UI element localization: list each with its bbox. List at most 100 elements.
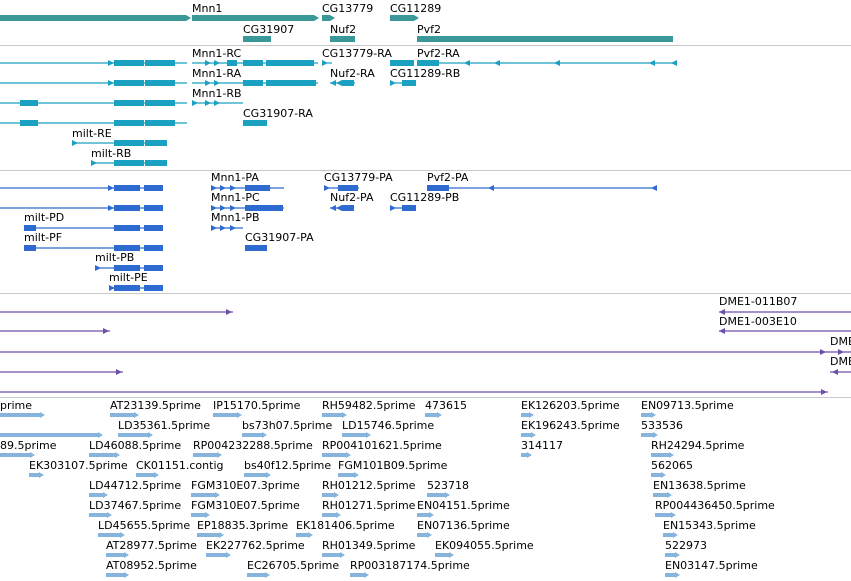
clone-glyph-arrow[interactable]: [719, 309, 725, 315]
feature-label-est[interactable]: prime: [0, 399, 33, 412]
protein-glyph-arrow[interactable]: [230, 185, 236, 191]
transcript-glyph-arrow[interactable]: [322, 60, 328, 66]
est-glyph[interactable]: [193, 453, 217, 457]
est-glyph[interactable]: [110, 413, 134, 417]
transcript-glyph-exon[interactable]: [145, 80, 175, 86]
feature-label-est[interactable]: 522973: [665, 539, 707, 552]
feature-label-est[interactable]: LD15746.5prime: [342, 419, 435, 432]
est-glyph[interactable]: [0, 413, 40, 417]
transcript-glyph-exon[interactable]: [390, 60, 414, 66]
est-glyph[interactable]: [665, 553, 675, 557]
feature-label-est[interactable]: 89.5prime: [0, 439, 57, 452]
est-glyph[interactable]: [653, 493, 667, 497]
feature-label-protein[interactable]: milt-PB: [95, 251, 135, 264]
est-glyph-arrow[interactable]: [226, 552, 231, 558]
transcript-glyph-exon[interactable]: [145, 120, 175, 126]
est-glyph-arrow[interactable]: [265, 572, 270, 578]
protein-glyph-arrow[interactable]: [651, 185, 657, 191]
protein-glyph-exon[interactable]: [114, 245, 140, 251]
protein-glyph-exon[interactable]: [24, 245, 36, 251]
est-glyph-arrow[interactable]: [39, 472, 44, 478]
est-glyph[interactable]: [0, 453, 30, 457]
protein-glyph-arrow[interactable]: [230, 205, 236, 211]
feature-label-est[interactable]: 473615: [425, 399, 467, 412]
feature-label-est[interactable]: IP15170.5prime: [213, 399, 301, 412]
gene-glyph-arrow[interactable]: [314, 15, 319, 21]
feature-label-est[interactable]: RH01271.5prime: [322, 499, 416, 512]
est-glyph-arrow[interactable]: [366, 432, 371, 438]
est-glyph[interactable]: [641, 413, 651, 417]
feature-label-est[interactable]: FGM310E07.5prime: [191, 499, 300, 512]
est-glyph[interactable]: [665, 573, 675, 577]
feature-label-transcript[interactable]: milt-RB: [91, 147, 132, 160]
protein-glyph-exon[interactable]: [114, 265, 140, 271]
est-glyph-arrow[interactable]: [673, 532, 678, 538]
protein-glyph-arrow[interactable]: [324, 185, 330, 191]
est-glyph[interactable]: [118, 433, 148, 437]
feature-label-est[interactable]: EN15343.5prime: [663, 519, 756, 532]
protein-glyph-exon[interactable]: [144, 185, 163, 191]
protein-glyph-arrow[interactable]: [108, 205, 114, 211]
clone-glyph-arrow[interactable]: [821, 389, 827, 395]
transcript-glyph-arrow[interactable]: [205, 80, 211, 86]
feature-label-est[interactable]: EK303107.5prime: [29, 459, 128, 472]
feature-label-transcript[interactable]: Mnn1-RC: [192, 47, 242, 60]
transcript-glyph-arrow[interactable]: [390, 80, 396, 86]
feature-label-est[interactable]: LD46088.5prime: [89, 439, 182, 452]
gene-glyph-arrow[interactable]: [414, 15, 419, 21]
est-glyph[interactable]: [521, 433, 531, 437]
est-glyph-arrow[interactable]: [429, 512, 434, 518]
transcript-glyph-arrow[interactable]: [330, 80, 336, 86]
est-glyph[interactable]: [338, 473, 354, 477]
transcript-glyph-exon[interactable]: [114, 120, 144, 126]
est-glyph[interactable]: [651, 473, 661, 477]
clone-glyph-arrow[interactable]: [719, 328, 725, 334]
feature-label-protein[interactable]: Nuf2-PA: [330, 191, 374, 204]
transcript-glyph-exon[interactable]: [417, 60, 439, 66]
feature-label-est[interactable]: RP004232288.5prime: [193, 439, 313, 452]
est-glyph-arrow[interactable]: [124, 572, 129, 578]
est-glyph[interactable]: [29, 473, 39, 477]
transcript-glyph-arrow[interactable]: [336, 80, 342, 86]
feature-label-protein[interactable]: milt-PF: [24, 231, 63, 244]
feature-label-est[interactable]: RP004101621.5prime: [322, 439, 442, 452]
est-glyph-arrow[interactable]: [675, 552, 680, 558]
feature-label-transcript[interactable]: Pvf2-RA: [417, 47, 460, 60]
est-glyph[interactable]: [213, 413, 237, 417]
protein-glyph-arrow[interactable]: [211, 205, 217, 211]
clone-glyph-arrow[interactable]: [226, 309, 232, 315]
feature-label-est[interactable]: EP18835.3prime: [197, 519, 289, 532]
protein-glyph[interactable]: [245, 245, 267, 251]
protein-glyph-arrow[interactable]: [108, 185, 114, 191]
est-glyph-arrow[interactable]: [354, 472, 359, 478]
est-glyph[interactable]: [427, 493, 445, 497]
transcript-glyph-exon[interactable]: [20, 100, 38, 106]
feature-label-est[interactable]: EK094055.5prime: [435, 539, 534, 552]
gene-glyph[interactable]: [390, 15, 414, 21]
est-glyph[interactable]: [247, 573, 265, 577]
est-glyph[interactable]: [322, 553, 340, 557]
est-glyph-arrow[interactable]: [342, 412, 347, 418]
est-glyph-arrow[interactable]: [334, 492, 339, 498]
est-glyph[interactable]: [655, 513, 671, 517]
protein-glyph-arrow[interactable]: [220, 205, 226, 211]
est-glyph-arrow[interactable]: [364, 572, 369, 578]
est-glyph-arrow[interactable]: [103, 492, 108, 498]
feature-label-protein[interactable]: milt-PE: [109, 271, 148, 284]
transcript-glyph-arrow[interactable]: [108, 80, 114, 86]
transcript-glyph-exon[interactable]: [402, 80, 416, 86]
protein-glyph-exon[interactable]: [245, 185, 270, 191]
est-glyph-arrow[interactable]: [445, 492, 450, 498]
feature-label-est[interactable]: EC26705.5prime: [247, 559, 340, 572]
protein-glyph-exon[interactable]: [144, 205, 163, 211]
feature-label-est[interactable]: LD45655.5prime: [98, 519, 191, 532]
protein-glyph-arrow[interactable]: [211, 185, 217, 191]
clone-glyph-arrow[interactable]: [820, 349, 826, 355]
est-glyph-arrow[interactable]: [148, 432, 153, 438]
transcript-glyph-arrow[interactable]: [91, 160, 97, 166]
est-glyph-arrow[interactable]: [40, 412, 45, 418]
feature-label-transcript[interactable]: Nuf2-RA: [330, 67, 375, 80]
est-glyph-arrow[interactable]: [219, 532, 224, 538]
est-glyph-arrow[interactable]: [427, 532, 432, 538]
protein-glyph-exon[interactable]: [114, 225, 140, 231]
